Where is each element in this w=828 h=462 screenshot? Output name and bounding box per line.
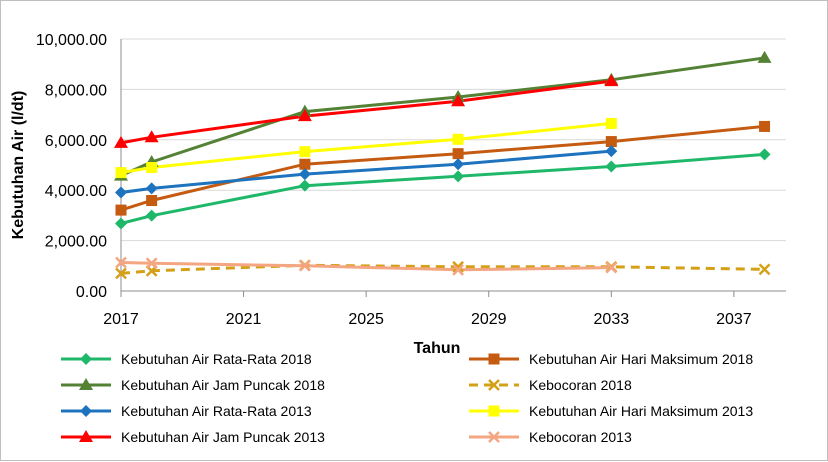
data-point-square [146,162,158,174]
data-point-diamond [758,148,771,161]
data-point-square [452,148,464,160]
data-point-x [452,260,464,273]
x-tick-label: 2021 [226,311,262,328]
legend-label: Kebocoran 2018 [529,377,632,393]
tick-labels: 0.00 2,000.00 4,000.00 6,000.00 8,000.00 10,0… [36,32,752,328]
data-point-x [298,259,311,272]
data-point-square [115,204,127,216]
legend-label: Kebutuhan Air Hari Maksimum 2013 [529,403,753,419]
data-point-diamond [298,179,311,192]
data-point-square [146,195,158,207]
data-point-square [299,158,311,170]
data-point-diamond [452,158,465,171]
y-tick-label: 0.00 [76,284,107,301]
y-tick-label: 6,000.00 [45,133,107,150]
data-point-diamond [452,170,465,183]
y-tick-label: 2,000.00 [45,234,107,251]
data-point-triangle [79,378,93,390]
y-tick-label: 10,000.00 [36,32,107,49]
data-point-square [488,353,500,365]
data-point-diamond [80,353,92,365]
x-tick-label: 2029 [471,311,507,328]
data-point-square [115,167,127,179]
data-point-triangle [757,50,772,63]
data-point-square [605,136,617,148]
y-tick-label: 8,000.00 [45,82,107,99]
data-point-square [759,120,771,132]
data-point-x [115,267,127,280]
data-point-square [452,133,464,145]
data-point-x [145,257,158,270]
x-tick-label: 2017 [103,311,139,328]
data-point-x [115,256,127,269]
legend-item: Kebocoran 2018 [469,377,632,393]
data-point-diamond [115,186,127,199]
data-point-diamond [605,145,618,158]
legend-item: Kebutuhan Air Hari Maksimum 2018 [469,351,753,367]
data-point-triangle [604,74,619,87]
legend-label: Kebutuhan Air Rata-Rata 2018 [121,351,312,367]
legend-item: Kebutuhan Air Rata-Rata 2018 [61,351,312,367]
data-point-diamond [80,405,92,417]
data-point-diamond [115,217,127,230]
data-point-x [452,263,464,276]
series-line [120,261,612,272]
y-tick-label: 4,000.00 [45,183,107,200]
data-point-triangle [79,430,93,442]
data-point-triangle [114,135,128,148]
data-point-square [488,405,500,417]
series-line [120,56,765,177]
data-point-diamond [605,160,618,173]
legend-label: Kebocoran 2013 [529,429,632,445]
legend-label: Kebutuhan Air Rata-Rata 2013 [121,403,312,419]
data-point-triangle [451,94,466,107]
series-line [120,152,765,225]
legend-item: Kebocoran 2013 [469,429,632,445]
x-axis-title: Tahun [414,340,461,357]
data-point-x [488,431,500,443]
data-point-x [758,263,771,276]
legend-item: Kebutuhan Air Jam Puncak 2013 [61,429,325,445]
series-line [120,263,765,275]
y-axis-title: Kebutuhan Air (l/dt) [10,91,27,240]
legend-item: Kebutuhan Air Rata-Rata 2013 [61,403,312,419]
legend-item: Kebutuhan Air Jam Puncak 2018 [61,377,325,393]
x-tick-label: 2037 [716,311,752,328]
legend-item: Kebutuhan Air Hari Maksimum 2013 [469,403,753,419]
data-point-diamond [298,168,311,181]
data-point-x [488,379,500,391]
series-markers [114,50,772,280]
data-point-square [605,117,617,129]
data-point-diamond [145,182,158,195]
data-point-x [605,261,618,274]
data-point-triangle [297,109,312,122]
axes [120,39,786,297]
series-line [120,79,612,145]
legend-label: Kebutuhan Air Jam Puncak 2013 [121,429,325,445]
legend-label: Kebutuhan Air Jam Puncak 2018 [121,377,325,393]
data-point-triangle [144,130,159,143]
data-point-diamond [145,209,158,222]
legend: Kebutuhan Air Rata-Rata 2018 Kebutuhan Ai… [61,351,753,445]
data-point-square [299,146,311,158]
x-tick-label: 2033 [594,311,630,328]
legend-label: Kebutuhan Air Hari Maksimum 2018 [529,351,753,367]
x-tick-label: 2025 [348,311,384,328]
